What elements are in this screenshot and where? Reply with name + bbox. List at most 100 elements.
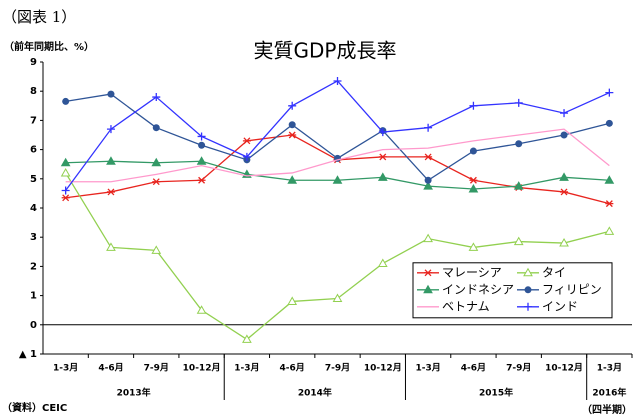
y-tick-label: 3 [30, 232, 37, 243]
marker [60, 167, 71, 177]
marker [242, 152, 251, 161]
y-tick-label: 6 [30, 145, 37, 156]
marker [604, 226, 615, 235]
marker [424, 176, 432, 184]
group-label: 2016年 [592, 387, 626, 399]
series-line [65, 160, 610, 190]
marker [196, 156, 207, 165]
y-tick-label: 5 [30, 174, 37, 185]
marker [513, 181, 524, 190]
marker [524, 286, 532, 294]
marker [560, 109, 569, 118]
marker [151, 245, 162, 254]
marker [378, 153, 387, 161]
marker [559, 238, 569, 247]
marker [242, 137, 251, 145]
marker [560, 131, 568, 139]
marker [469, 147, 477, 155]
marker [513, 236, 524, 246]
source: （資料）CEIC [2, 401, 67, 414]
x-tick-label: 4-6月 [98, 363, 123, 374]
marker [106, 242, 116, 251]
x-tick-label: 4-6月 [280, 363, 305, 374]
x-tick-label: 1-3月 [597, 363, 622, 374]
y-tick-label: ▲ 1 [19, 349, 37, 360]
marker [468, 184, 479, 193]
marker [333, 76, 342, 85]
marker [106, 188, 115, 196]
marker [332, 175, 343, 184]
marker [61, 194, 70, 202]
marker [152, 93, 161, 102]
marker [423, 233, 433, 243]
y-tick-label: 8 [30, 86, 37, 97]
marker [605, 200, 614, 208]
marker [424, 153, 433, 161]
x-tick-label: 7-9月 [325, 363, 350, 374]
marker [604, 175, 615, 184]
marker [288, 131, 297, 139]
y-tick-label: 7 [30, 115, 37, 126]
marker [560, 188, 569, 196]
group-label: 2013年 [117, 387, 151, 399]
marker [106, 125, 115, 134]
marker [152, 178, 161, 186]
x-tick-label: 7-9月 [144, 363, 169, 374]
series-line [65, 134, 610, 205]
group-label: 2015年 [479, 387, 513, 399]
marker [523, 267, 533, 277]
legend-label: インドネシア [442, 282, 514, 296]
marker [197, 176, 206, 184]
y-tick-label: 1 [30, 291, 37, 302]
marker [377, 172, 388, 181]
x-tick-label: 10-12月 [364, 363, 402, 374]
x-tick-label: 7-9月 [506, 363, 531, 374]
chart-title: 実質GDP成長率 [254, 39, 397, 63]
x-tick-label: 1-3月 [53, 363, 78, 374]
x-tick-label: 1-3月 [415, 363, 440, 374]
marker [559, 172, 569, 181]
marker [287, 175, 298, 184]
marker [288, 101, 297, 110]
marker [605, 88, 614, 97]
marker [469, 101, 478, 110]
series-line [65, 93, 610, 182]
y-tick-label: 9 [30, 57, 37, 68]
marker [197, 132, 206, 141]
group-label: 2014年 [298, 387, 332, 399]
marker [288, 121, 296, 129]
x-tick-label: 4-6月 [461, 363, 486, 374]
marker [514, 98, 523, 107]
y-tick-label: 2 [30, 261, 37, 272]
marker [198, 141, 206, 149]
marker [107, 90, 115, 98]
series-line [65, 80, 610, 191]
legend-label: フィリピン [542, 282, 602, 296]
marker [377, 258, 388, 267]
marker [62, 97, 70, 105]
x-unit-label: （四半期） [582, 403, 632, 416]
marker [152, 124, 160, 132]
marker [424, 123, 433, 132]
marker [332, 293, 343, 303]
legend-label: マレーシア [442, 265, 502, 279]
marker [468, 242, 479, 251]
marker [60, 157, 71, 167]
y-unit-label: （前年同期比、%） [4, 40, 94, 53]
x-tick-label: 10-12月 [183, 363, 221, 374]
marker [423, 284, 433, 294]
y-tick-label: 0 [30, 320, 37, 331]
marker [106, 156, 116, 165]
legend-label: ベトナム [442, 299, 490, 313]
marker [515, 140, 523, 148]
marker [378, 128, 387, 137]
marker [423, 181, 433, 190]
marker [61, 186, 70, 195]
x-tick-label: 10-12月 [545, 363, 583, 374]
figure-label: （図表 1） [2, 8, 76, 26]
marker [424, 269, 432, 277]
marker [196, 305, 207, 314]
legend-label: インド [542, 299, 578, 313]
marker [469, 176, 478, 184]
